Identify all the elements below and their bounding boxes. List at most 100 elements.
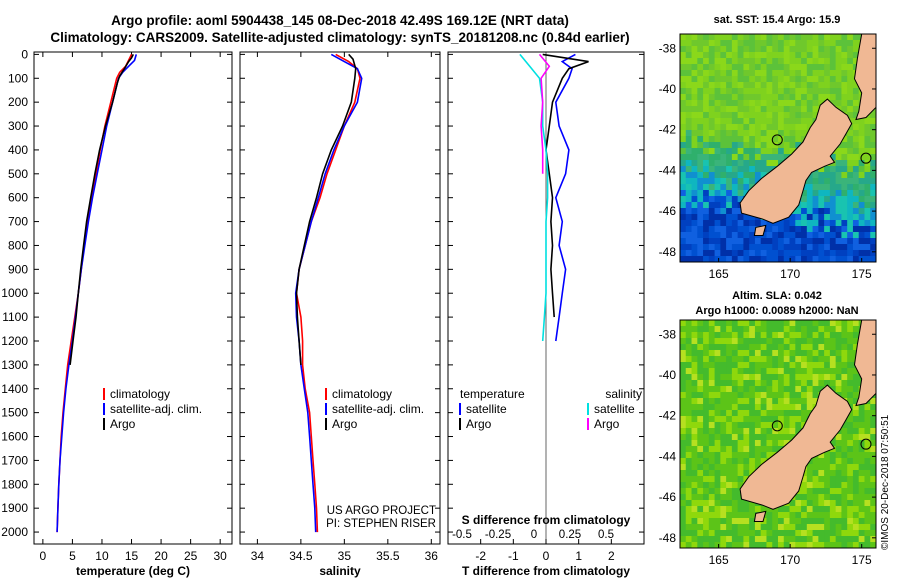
depth-tick-label: 2000 [1, 525, 28, 539]
map-cell [801, 326, 808, 333]
map-cell [703, 112, 710, 119]
map-cell [691, 58, 698, 65]
map-cell [737, 172, 744, 179]
map-cell [703, 208, 710, 215]
map-cell [720, 428, 727, 435]
map-cell [789, 338, 796, 345]
map-cell [801, 238, 808, 245]
map-cell [714, 446, 721, 453]
map-cell [697, 256, 704, 263]
map-cell [680, 172, 687, 179]
map-cell [829, 344, 837, 351]
map-cell [749, 106, 756, 113]
map-cell [795, 512, 802, 519]
map-cell [824, 482, 831, 489]
map-cell [720, 178, 727, 185]
map-cell [714, 136, 721, 143]
depth-tick-label: 1300 [1, 358, 28, 372]
map-cell [737, 136, 744, 143]
map-cell [801, 344, 808, 351]
sst-map [679, 33, 877, 263]
map-cell [685, 458, 693, 465]
map-cell [697, 320, 704, 327]
map-cell [697, 64, 704, 71]
sst-map-title: sat. SST: 15.4 Argo: 15.9 [713, 14, 841, 26]
map-cell [697, 398, 704, 405]
map-cell [743, 422, 750, 429]
map-cell [847, 482, 854, 489]
map-cell [789, 112, 796, 119]
map-cell [783, 404, 791, 411]
map-cell [858, 482, 865, 489]
map-cell [720, 458, 727, 465]
map-cell [772, 220, 779, 227]
map-cell [691, 332, 698, 339]
map-cell [772, 368, 779, 375]
map-cell [778, 82, 785, 89]
map-cell [720, 46, 727, 53]
map-cell [685, 494, 693, 501]
map-cell [680, 524, 687, 531]
map-cell [835, 76, 842, 83]
map-cell [852, 46, 860, 53]
map-cell [778, 368, 785, 375]
map-cell [778, 142, 785, 149]
map-cell [778, 410, 785, 417]
map-cell [714, 40, 721, 47]
map-cell [680, 40, 687, 47]
map-cell [703, 220, 710, 227]
map-cell [835, 362, 842, 369]
map-cell [766, 100, 773, 107]
map-cell [697, 332, 704, 339]
map-cell [720, 500, 727, 507]
map-cell [852, 428, 860, 435]
map-cell [835, 58, 842, 65]
map-cell [847, 518, 854, 525]
map-cell [726, 326, 733, 333]
map-cell [714, 518, 721, 525]
map-cell [847, 368, 854, 375]
map-cell [708, 34, 716, 41]
map-cell [714, 34, 721, 41]
map-cell [870, 470, 877, 477]
map-cell [743, 500, 750, 507]
map-cell [708, 196, 716, 203]
map-cell [864, 428, 871, 435]
map-cell [778, 398, 785, 405]
map-cell [703, 410, 710, 417]
map-cell [795, 404, 802, 411]
map-cell [835, 500, 842, 507]
map-cell [737, 524, 744, 531]
map-cell [743, 542, 750, 549]
map-cell [726, 380, 733, 387]
map-cell [829, 380, 837, 387]
map-cell [697, 524, 704, 531]
map-cell [806, 118, 814, 125]
map-cell [726, 100, 733, 107]
map-cell [795, 256, 802, 263]
map-cell [720, 94, 727, 101]
map-cell [726, 362, 733, 369]
map-cell [852, 184, 860, 191]
map-cell [812, 368, 819, 375]
map-cell [703, 238, 710, 245]
map-cell [760, 422, 767, 429]
map-cell [829, 464, 837, 471]
map-cell [720, 244, 727, 251]
map-cell [703, 244, 710, 251]
map-cell [708, 208, 716, 215]
map-cell [789, 530, 796, 537]
map-cell [754, 506, 762, 513]
map-cell [801, 208, 808, 215]
map-cell [726, 344, 733, 351]
map-cell [778, 244, 785, 251]
map-cell [720, 214, 727, 221]
map-cell [801, 380, 808, 387]
map-cell [835, 88, 842, 95]
map-cell [697, 244, 704, 251]
map-cell [829, 374, 837, 381]
map-cell [858, 208, 865, 215]
map-cell [778, 530, 785, 537]
map-cell [766, 356, 773, 363]
map-cell [795, 40, 802, 47]
